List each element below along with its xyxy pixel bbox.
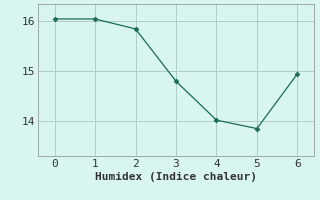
X-axis label: Humidex (Indice chaleur): Humidex (Indice chaleur): [95, 172, 257, 182]
